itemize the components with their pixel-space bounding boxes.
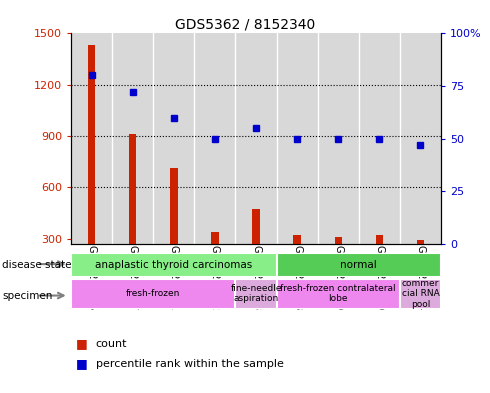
Text: fine-needle
aspiration: fine-needle aspiration [230, 284, 282, 303]
Bar [400, 279, 441, 309]
Bar [71, 279, 236, 309]
Bar [71, 253, 276, 277]
Text: ■: ■ [76, 337, 88, 351]
Text: disease state: disease state [2, 260, 72, 270]
Bar [88, 45, 95, 290]
Text: specimen: specimen [2, 290, 53, 301]
Bar [294, 235, 301, 290]
Bar [318, 33, 359, 244]
Text: count: count [96, 339, 127, 349]
Text: anaplastic thyroid carcinomas: anaplastic thyroid carcinomas [95, 260, 252, 270]
Text: GDS5362 / 8152340: GDS5362 / 8152340 [175, 18, 315, 32]
Bar [236, 33, 276, 244]
Text: fresh-frozen: fresh-frozen [126, 289, 180, 298]
Bar [170, 169, 177, 290]
Bar [112, 33, 153, 244]
Bar [71, 33, 112, 244]
Bar [276, 253, 441, 277]
Bar [252, 209, 260, 290]
Bar [276, 33, 318, 244]
Bar [236, 279, 276, 309]
Text: ■: ■ [76, 357, 88, 370]
Bar [211, 232, 219, 290]
Bar [335, 237, 342, 290]
Bar [359, 33, 400, 244]
Text: fresh-frozen contralateral
lobe: fresh-frozen contralateral lobe [280, 284, 396, 303]
Text: commer
cial RNA
pool: commer cial RNA pool [402, 279, 440, 309]
Bar [195, 33, 236, 244]
Bar [400, 33, 441, 244]
Bar [417, 240, 424, 290]
Bar [153, 33, 195, 244]
Bar [129, 134, 136, 290]
Bar [376, 235, 383, 290]
Text: normal: normal [341, 260, 377, 270]
Text: percentile rank within the sample: percentile rank within the sample [96, 358, 283, 369]
Bar [276, 279, 400, 309]
